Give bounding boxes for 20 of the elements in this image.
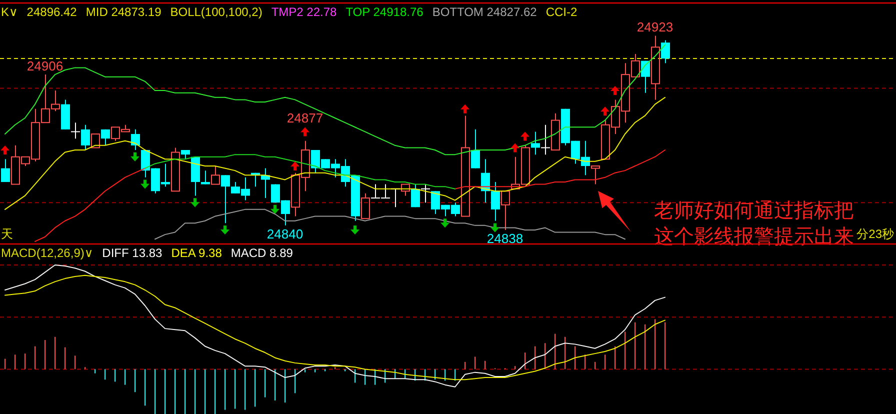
header-text: TMP2 22.78 <box>271 5 337 19</box>
header-text: 24896.42 <box>26 5 77 19</box>
side-text: 分23秒 <box>856 227 894 241</box>
data-label: 24923 <box>636 20 674 35</box>
data-label: 24840 <box>266 226 304 242</box>
header-text: BOLL(100,100,2) <box>170 5 262 19</box>
header-text: MACD 8.89 <box>230 246 293 260</box>
header-text: MACD(12,26,9)∨ <box>1 246 94 260</box>
header-text: K∨ <box>1 5 18 19</box>
header-text: DIFF 13.83 <box>102 246 162 260</box>
data-label: 24877 <box>286 110 324 126</box>
data-label: 24906 <box>26 58 64 74</box>
header-text: DEA 9.38 <box>171 246 222 260</box>
header-text: TOP 24918.76 <box>346 5 424 19</box>
side-text: 天 <box>1 227 13 241</box>
header-text: MID 24873.19 <box>86 5 162 19</box>
header-text: CCI-2 <box>546 5 578 19</box>
header-text: BOTTOM 24827.62 <box>432 5 537 19</box>
data-label: 24838 <box>486 231 524 246</box>
note: 老师好如何通过指标把 <box>654 200 854 222</box>
